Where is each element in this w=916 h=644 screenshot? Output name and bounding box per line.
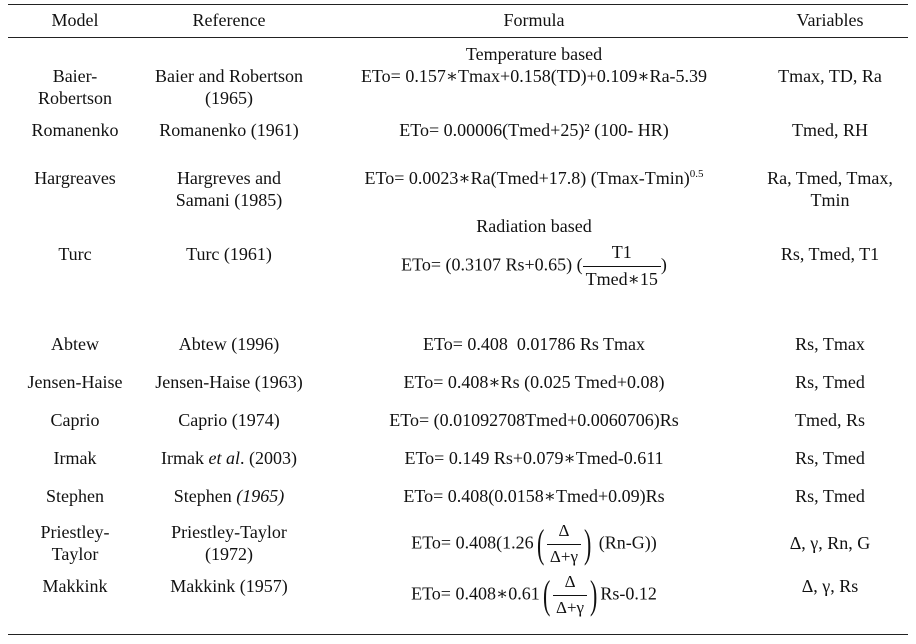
model-cell: Baier- Robertson xyxy=(38,66,112,108)
formula-cell: ETo= 0.157∗Tmax+0.158(TD)+0.109∗Ra-5.39 xyxy=(360,66,708,86)
reference-cell: Jensen-Haise (1963) xyxy=(155,372,303,393)
header-row: Model Reference Formula Variables xyxy=(8,4,908,38)
model-cell: Priestley- Taylor xyxy=(40,522,110,564)
model-cell: Romanenko xyxy=(31,120,119,140)
table-row: Irmak Irmak et al. (2003) ETo= 0.149 Rs+… xyxy=(8,440,908,478)
table-row: Baier- Robertson Baier and Robertson (1965… xyxy=(8,66,908,114)
table-row: Turc Turc (1961) ETo= (0.3107 Rs+0.65) (… xyxy=(8,238,908,326)
section-row-temperature: Temperature based xyxy=(8,38,908,67)
header-formula: Formula xyxy=(316,4,752,38)
formula-exponent: 0.5 xyxy=(689,168,704,180)
reference-cell: Romanenko (1961) xyxy=(159,120,299,140)
section-label-radiation: Radiation based xyxy=(476,216,592,237)
model-cell: Abtew xyxy=(51,334,99,355)
reference-cell: Makkink (1957) xyxy=(142,572,316,635)
reference-cell: Turc (1961) xyxy=(186,244,272,264)
formula-cell: ETo= 0.00006(Tmed+25)² (100- HR) xyxy=(399,120,669,140)
formula-cell: ETo= (0.3107 Rs+0.65) (T1 Tmed∗15) xyxy=(401,242,667,291)
formula-cell: ETo= 0.149 Rs+0.079∗Tmed-0.611 xyxy=(404,448,664,469)
formula-cell: ETo= 0.408(1.26(Δ Δ+γ) (Rn-G)) xyxy=(411,520,657,567)
variables-cell: Rs, Tmax xyxy=(795,334,865,355)
table-row: Jensen-Haise Jensen-Haise (1963) ETo= 0.… xyxy=(8,364,908,402)
reference-cell: Irmak et al. (2003) xyxy=(161,448,297,469)
table-row: Priestley- Taylor Priestley-Taylor (1972) … xyxy=(8,516,908,572)
model-cell: Jensen-Haise xyxy=(27,372,123,393)
header-reference: Reference xyxy=(142,4,316,38)
reference-cell: Hargreves and Samani (1985) xyxy=(175,168,283,210)
reference-cell: Priestley-Taylor (1972) xyxy=(171,522,287,564)
model-cell: Hargreaves xyxy=(34,168,116,188)
formula-cell: ETo= 0.0023∗Ra(Tmed+17.8) (Tmax-Tmin)0.5 xyxy=(364,168,704,188)
variables-cell: Tmed, RH xyxy=(792,120,868,140)
section-label-temperature: Temperature based xyxy=(465,44,603,65)
formula-cell: ETo= 0.408 0.01786 Rs Tmax xyxy=(422,334,646,355)
table-row: Caprio Caprio (1974) ETo= (0.01092708Tme… xyxy=(8,402,908,440)
variables-cell: Δ, γ, Rn, G xyxy=(789,533,871,554)
model-cell: Stephen xyxy=(46,486,104,507)
reference-cell: Stephen (1965) xyxy=(173,486,285,507)
variables-cell: Rs, Tmed, T1 xyxy=(780,244,880,264)
fraction: Δ Δ+γ xyxy=(553,572,588,618)
fraction: Δ Δ+γ xyxy=(546,521,581,567)
table-row: Abtew Abtew (1996) ETo= 0.408 0.01786 Rs… xyxy=(8,326,908,364)
table-row: Hargreaves Hargreves and Samani (1985) ET… xyxy=(8,160,908,214)
formula-cell: ETo= 0.408∗Rs (0.025 Tmed+0.08) xyxy=(403,372,665,393)
variables-cell: Tmed, Rs xyxy=(795,410,865,431)
table-row: Makkink Makkink (1957) ETo= 0.408∗0.61(Δ… xyxy=(8,572,908,635)
model-cell: Makkink xyxy=(8,572,142,635)
variables-cell: Rs, Tmed xyxy=(795,448,865,469)
evapotranspiration-models-table: Model Reference Formula Variables Temper… xyxy=(8,4,908,635)
model-cell: Turc xyxy=(58,244,92,264)
table-row: Stephen Stephen (1965) ETo= 0.408(0.0158… xyxy=(8,478,908,516)
variables-cell: Rs, Tmed xyxy=(795,372,865,393)
variables-cell: Δ, γ, Rs xyxy=(752,572,908,635)
section-row-radiation: Radiation based xyxy=(8,214,908,238)
reference-cell: Abtew (1996) xyxy=(178,334,280,355)
formula-cell: ETo= 0.408∗0.61(Δ Δ+γ) Rs-0.12 xyxy=(316,572,752,635)
header-model: Model xyxy=(8,4,142,38)
formula-cell: ETo= (0.01092708Tmed+0.0060706)Rs xyxy=(389,410,679,431)
variables-cell: Rs, Tmed xyxy=(795,486,865,507)
reference-cell: Baier and Robertson (1965) xyxy=(155,66,303,108)
fraction: T1 Tmed∗15 xyxy=(582,242,661,291)
reference-cell: Caprio (1974) xyxy=(178,410,280,431)
table-row: Romanenko Romanenko (1961) ETo= 0.00006(… xyxy=(8,114,908,160)
header-variables: Variables xyxy=(752,4,908,38)
variables-cell: Tmax, TD, Ra xyxy=(778,66,882,86)
variables-cell: Ra, Tmed, Tmax, Tmin xyxy=(767,168,893,210)
model-cell: Caprio xyxy=(50,410,100,431)
model-cell: Irmak xyxy=(53,448,97,469)
formula-cell: ETo= 0.408(0.0158∗Tmed+0.09)Rs xyxy=(403,486,665,507)
